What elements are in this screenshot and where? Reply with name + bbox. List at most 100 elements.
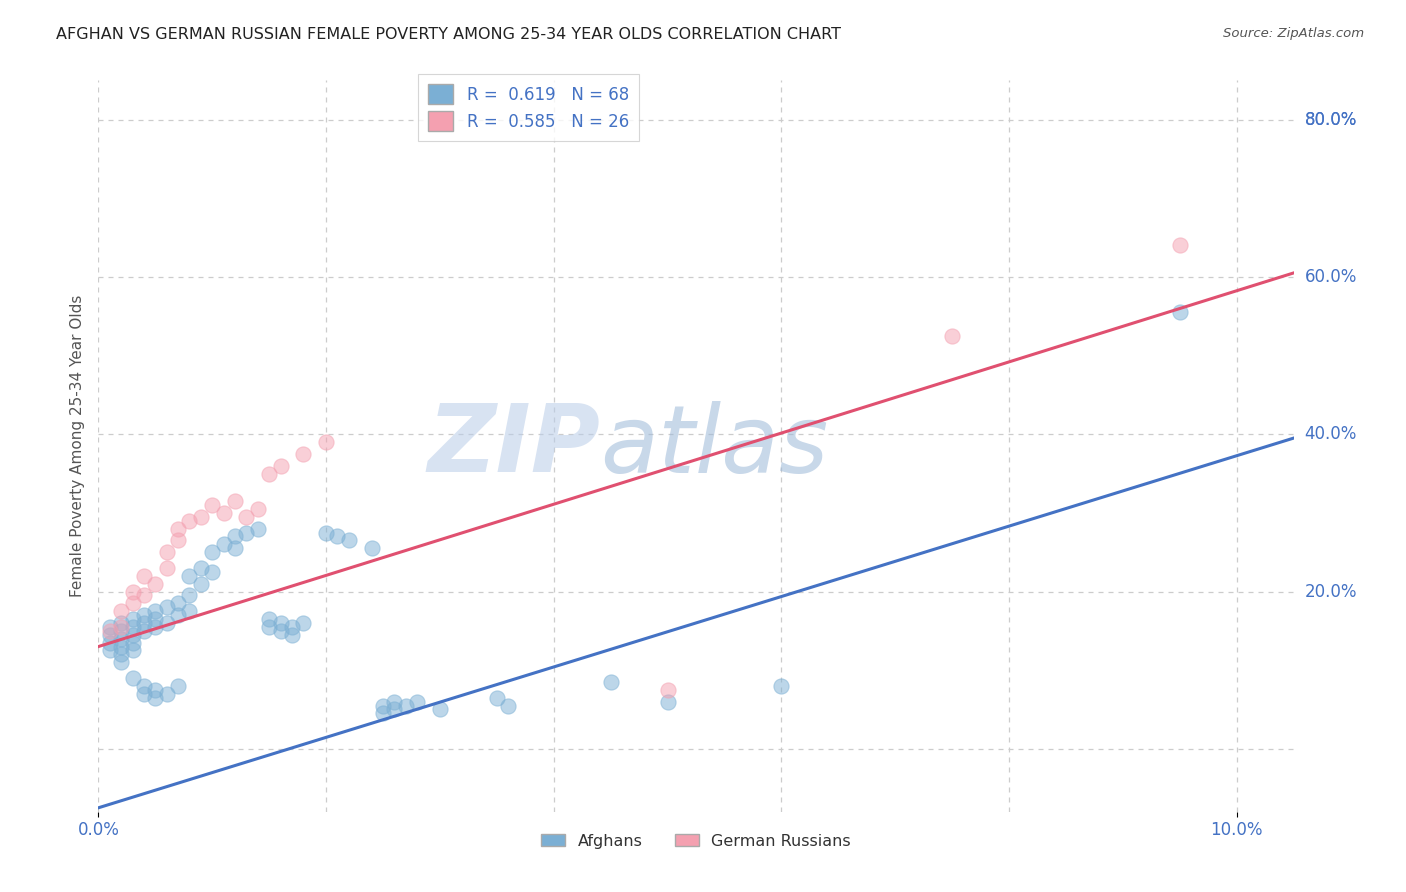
Point xyxy=(235,525,257,540)
Point xyxy=(292,447,315,461)
Point xyxy=(98,643,121,657)
Point xyxy=(485,690,508,705)
Point xyxy=(110,648,132,662)
Point xyxy=(156,545,179,559)
Point xyxy=(1168,238,1191,252)
Point xyxy=(110,640,132,654)
Point xyxy=(110,655,132,669)
Point xyxy=(224,529,246,543)
Text: 80.0%: 80.0% xyxy=(1305,111,1357,128)
Point xyxy=(98,635,121,649)
Text: 80.0%: 80.0% xyxy=(1305,111,1357,128)
Point xyxy=(110,604,132,618)
Point xyxy=(201,498,224,512)
Point xyxy=(121,643,143,657)
Point xyxy=(132,608,155,623)
Point xyxy=(179,604,201,618)
Point xyxy=(110,620,132,634)
Point xyxy=(110,632,132,646)
Point xyxy=(156,615,179,630)
Text: AFGHAN VS GERMAN RUSSIAN FEMALE POVERTY AMONG 25-34 YEAR OLDS CORRELATION CHART: AFGHAN VS GERMAN RUSSIAN FEMALE POVERTY … xyxy=(56,27,841,42)
Point xyxy=(167,522,190,536)
Point xyxy=(496,698,519,713)
Point xyxy=(167,596,190,610)
Point xyxy=(143,682,166,697)
Legend: Afghans, German Russians: Afghans, German Russians xyxy=(534,827,858,855)
Text: 20.0%: 20.0% xyxy=(1305,582,1357,600)
Point xyxy=(371,698,394,713)
Text: atlas: atlas xyxy=(600,401,828,491)
Point xyxy=(167,679,190,693)
Point xyxy=(246,502,269,516)
Point xyxy=(156,687,179,701)
Point xyxy=(167,608,190,623)
Point xyxy=(292,615,315,630)
Point xyxy=(132,687,155,701)
Point xyxy=(270,615,292,630)
Point xyxy=(179,568,201,582)
Point xyxy=(121,596,143,610)
Point xyxy=(121,612,143,626)
Point xyxy=(371,706,394,721)
Point xyxy=(143,690,166,705)
Point xyxy=(156,561,179,575)
Point xyxy=(224,541,246,556)
Point xyxy=(246,522,269,536)
Point xyxy=(121,671,143,685)
Point xyxy=(132,624,155,638)
Point xyxy=(121,635,143,649)
Point xyxy=(281,628,304,642)
Point xyxy=(121,620,143,634)
Point xyxy=(270,458,292,473)
Text: ZIP: ZIP xyxy=(427,400,600,492)
Point xyxy=(257,612,280,626)
Point xyxy=(110,615,132,630)
Point xyxy=(257,467,280,481)
Point xyxy=(190,561,212,575)
Point xyxy=(429,702,451,716)
Point xyxy=(201,545,224,559)
Point xyxy=(98,628,121,642)
Point xyxy=(1168,305,1191,319)
Point xyxy=(121,584,143,599)
Point xyxy=(382,702,405,716)
Text: 60.0%: 60.0% xyxy=(1305,268,1357,286)
Point xyxy=(110,624,132,638)
Point xyxy=(143,612,166,626)
Point xyxy=(190,576,212,591)
Point xyxy=(143,604,166,618)
Point xyxy=(395,698,418,713)
Point xyxy=(143,576,166,591)
Point xyxy=(337,533,360,548)
Y-axis label: Female Poverty Among 25-34 Year Olds: Female Poverty Among 25-34 Year Olds xyxy=(69,295,84,597)
Point xyxy=(315,435,337,450)
Point xyxy=(270,624,292,638)
Point xyxy=(224,494,246,508)
Point xyxy=(121,628,143,642)
Point xyxy=(281,620,304,634)
Point xyxy=(657,695,679,709)
Point xyxy=(190,509,212,524)
Point xyxy=(98,624,121,638)
Point xyxy=(770,679,793,693)
Point xyxy=(326,529,349,543)
Point xyxy=(235,509,257,524)
Point xyxy=(143,620,166,634)
Point xyxy=(132,568,155,582)
Point xyxy=(599,675,621,690)
Point xyxy=(179,589,201,603)
Point xyxy=(257,620,280,634)
Point xyxy=(167,533,190,548)
Point xyxy=(98,620,121,634)
Point xyxy=(132,679,155,693)
Point xyxy=(315,525,337,540)
Point xyxy=(179,514,201,528)
Point xyxy=(360,541,382,556)
Point xyxy=(201,565,224,579)
Point xyxy=(156,600,179,615)
Point xyxy=(657,682,679,697)
Point xyxy=(132,615,155,630)
Text: 40.0%: 40.0% xyxy=(1305,425,1357,443)
Text: Source: ZipAtlas.com: Source: ZipAtlas.com xyxy=(1223,27,1364,40)
Point xyxy=(212,506,235,520)
